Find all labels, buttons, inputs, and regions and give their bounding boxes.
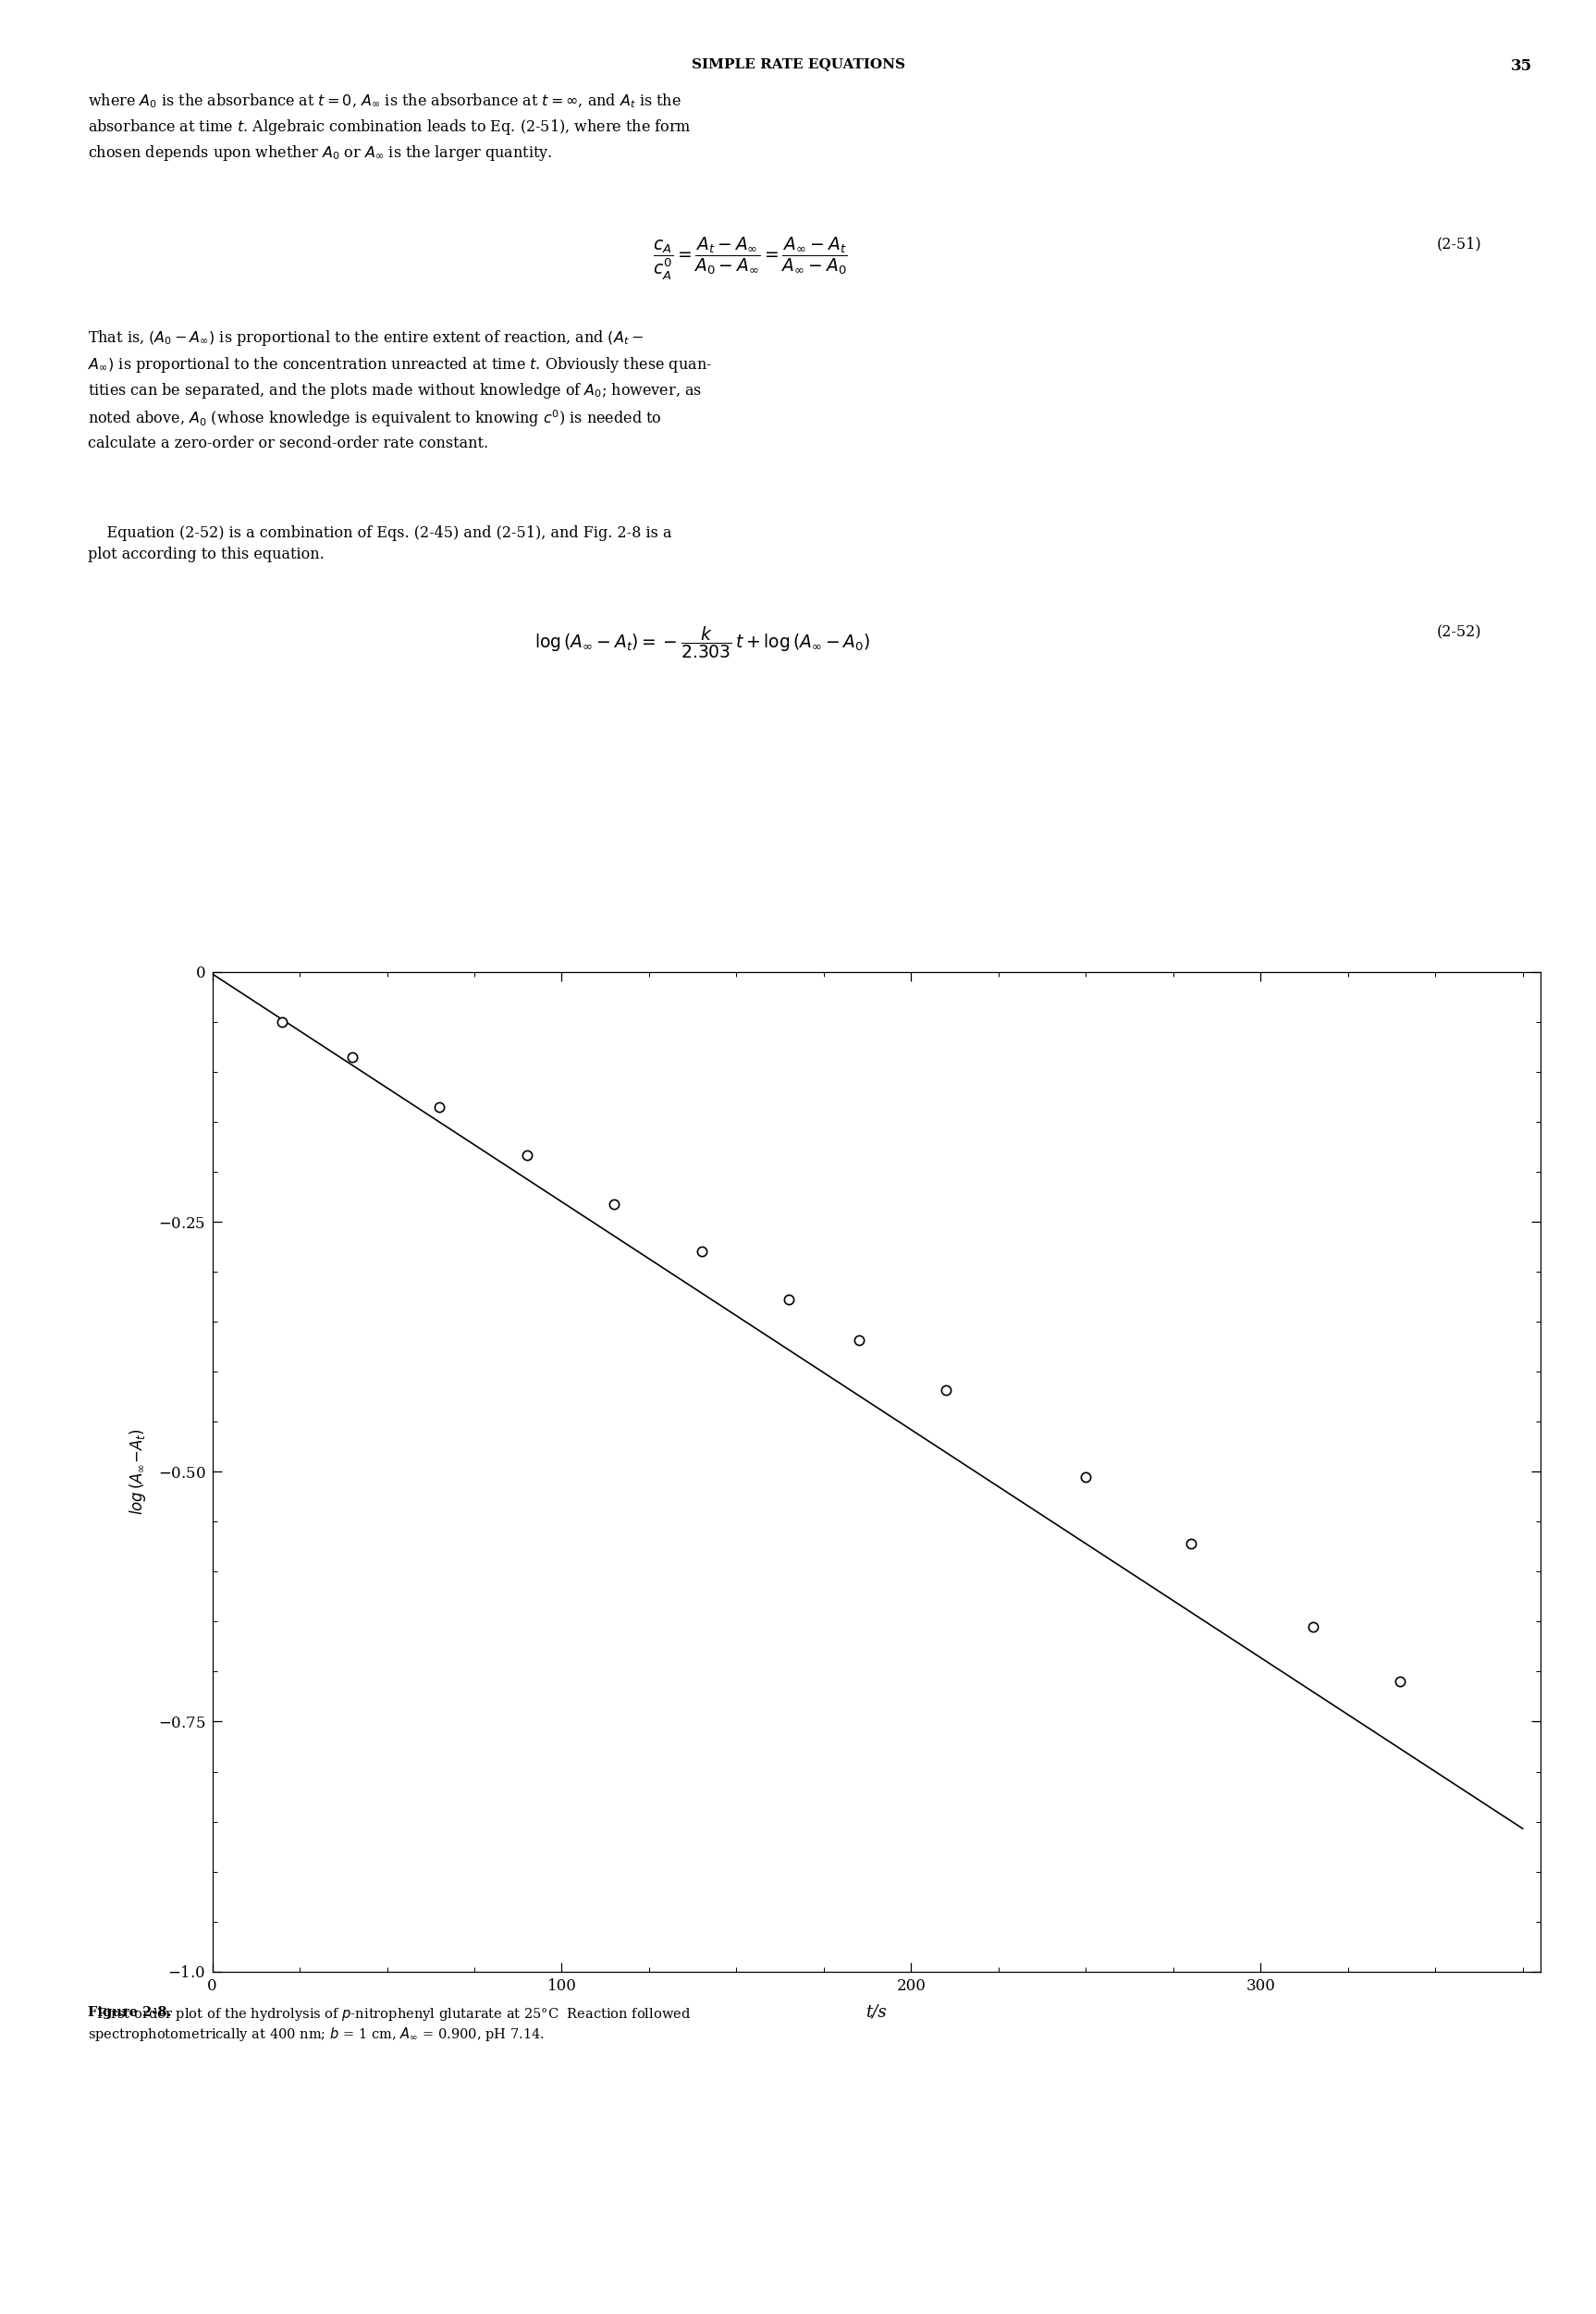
Point [514, 1136, 539, 1173]
Point [1073, 1458, 1098, 1495]
Text: Figure 2-8.: Figure 2-8. [88, 2006, 171, 2020]
Point [426, 1088, 452, 1125]
Point [340, 1039, 365, 1076]
Text: SIMPLE RATE EQUATIONS: SIMPLE RATE EQUATIONS [691, 58, 905, 72]
Text: $\dfrac{c_A}{c_A^0} = \dfrac{A_t - A_\infty}{A_0 - A_\infty} = \dfrac{A_\infty -: $\dfrac{c_A}{c_A^0} = \dfrac{A_t - A_\in… [653, 236, 847, 282]
Point [602, 1185, 627, 1222]
Text: That is, $(A_0 - A_\infty)$ is proportional to the entire extent of reaction, an: That is, $(A_0 - A_\infty)$ is proportio… [88, 329, 712, 451]
Point [934, 1372, 959, 1409]
Text: (2-52): (2-52) [1436, 625, 1481, 641]
Point [1301, 1608, 1326, 1645]
Point [846, 1321, 871, 1358]
Text: First-order plot of the hydrolysis of $p$-nitrophenyl glutarate at 25°C  Reactio: First-order plot of the hydrolysis of $p… [88, 2006, 691, 2043]
Point [270, 1004, 295, 1041]
Point [1387, 1664, 1412, 1701]
Text: $\mathrm{log}\,(A_\infty - A_t) = -\dfrac{k}{2.303}\,t + \mathrm{log}\,(A_\infty: $\mathrm{log}\,(A_\infty - A_t) = -\dfra… [535, 625, 870, 662]
Point [1178, 1525, 1203, 1562]
Point [689, 1233, 715, 1270]
Point [776, 1282, 801, 1319]
Y-axis label: $\mathit{log}\,(A_\infty{-}A_t)$: $\mathit{log}\,(A_\infty{-}A_t)$ [128, 1428, 147, 1516]
Text: (2-51): (2-51) [1436, 236, 1481, 252]
Text: Equation (2-52) is a combination of Eqs. (2-45) and (2-51), and Fig. 2-8 is a
pl: Equation (2-52) is a combination of Eqs.… [88, 525, 672, 562]
Text: where $A_0$ is the absorbance at $t = 0$, $A_\infty$ is the absorbance at $t = \: where $A_0$ is the absorbance at $t = 0$… [88, 93, 691, 164]
Text: 35: 35 [1511, 58, 1532, 74]
X-axis label: t/s: t/s [865, 2004, 887, 2020]
